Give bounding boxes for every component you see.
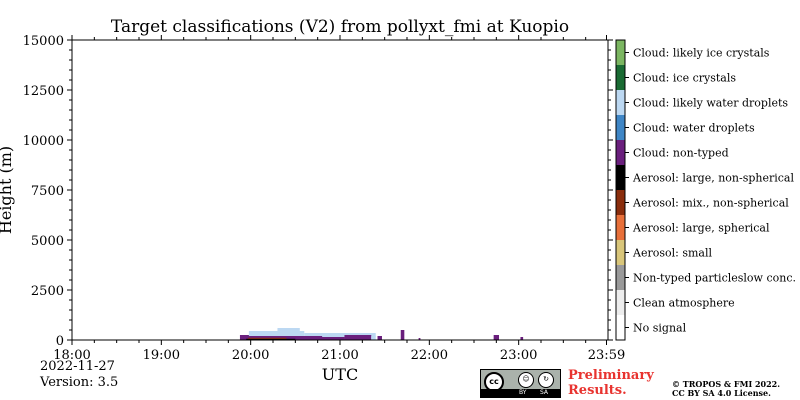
colorbar-swatch: [616, 315, 625, 340]
version-label: Version: 3.5: [40, 375, 119, 390]
classification-cell: [295, 337, 345, 340]
y-tick-label: 15000: [23, 34, 64, 49]
colorbar-label: No signal: [633, 322, 687, 335]
colorbar-swatch: [616, 190, 625, 215]
classification-cell: [277, 328, 300, 331]
colorbar-swatch: [616, 215, 625, 240]
copyright-line2: CC BY SA 4.0 License.: [672, 388, 771, 398]
colorbar-swatch: [616, 115, 625, 140]
classification-cell: [344, 335, 372, 340]
colorbar-label: Clean atmosphere: [633, 297, 735, 310]
cc-license-badge: cc ☺ ↻ BY SA: [480, 369, 561, 398]
colorbar-frame: [615, 39, 626, 341]
classification-cell: [304, 333, 376, 337]
badge-strip: [481, 389, 560, 397]
classification-cell: [246, 338, 300, 340]
y-tick-label: 0: [56, 334, 64, 349]
colorbar-label: Cloud: non-typed: [633, 147, 729, 160]
preliminary-line1: Preliminary: [568, 368, 654, 383]
classification-cell: [418, 338, 421, 340]
badge-sa-label: SA: [540, 389, 549, 396]
x-tick-label: 23:00: [500, 348, 537, 363]
cc-icon: cc: [484, 372, 504, 392]
colorbar-swatch: [616, 140, 625, 165]
colorbar-label: Cloud: likely water droplets: [633, 97, 788, 110]
x-tick-label: 18:00: [53, 348, 90, 363]
y-tick-label: 12500: [23, 84, 64, 99]
date-label: 2022-11-27: [40, 359, 115, 374]
classification-cell: [377, 336, 382, 340]
x-tick-label: 19:00: [143, 348, 180, 363]
classification-cell: [520, 337, 524, 340]
x-tick-label: 23:59: [588, 348, 625, 363]
chart-title: Target classifications (V2) from pollyxt…: [110, 17, 570, 37]
x-axis-label: UTC: [322, 365, 358, 384]
colorbar-swatch: [616, 265, 625, 290]
y-tick-label: 7500: [31, 184, 64, 199]
y-tick-label: 10000: [23, 134, 64, 149]
classification-cell: [371, 336, 376, 340]
classification-cell: [248, 331, 305, 336]
classification-cell: [247, 337, 287, 339]
colorbar-label: Aerosol: large, spherical: [632, 222, 770, 235]
colorbar-swatch: [616, 290, 625, 315]
colorbar-swatch: [616, 90, 625, 115]
colorbar-label: Cloud: ice crystals: [633, 72, 736, 85]
badge-by-label: BY: [519, 389, 527, 396]
plot-frame: [71, 39, 609, 341]
colorbar-label: Cloud: likely ice crystals: [633, 47, 770, 60]
share-alike-icon: ↻: [538, 372, 554, 388]
colorbar-swatch: [616, 165, 625, 190]
colorbar-label: Aerosol: small: [632, 247, 712, 260]
preliminary-notice: Preliminary Results.: [568, 368, 654, 398]
x-tick-label: 22:00: [411, 348, 448, 363]
preliminary-line2: Results.: [568, 383, 627, 398]
colorbar-swatch: [616, 240, 625, 265]
y-tick-label: 5000: [31, 234, 64, 249]
colorbar-label: Non-typed particleslow conc.: [633, 272, 796, 285]
attribution-icon: ☺: [518, 372, 534, 388]
colorbar-swatch: [616, 65, 625, 90]
colorbar-label: Aerosol: mix., non-spherical: [632, 197, 789, 210]
colorbar-label: Cloud: water droplets: [633, 122, 755, 135]
copyright-notice: © TROPOS & FMI 2022. CC BY SA 4.0 Licens…: [672, 380, 780, 398]
classification-cell: [493, 335, 500, 340]
y-tick-label: 2500: [31, 284, 64, 299]
x-tick-label: 21:00: [321, 348, 358, 363]
copyright-line1: © TROPOS & FMI 2022.: [672, 379, 781, 389]
x-tick-label: 20:00: [232, 348, 269, 363]
y-axis-label: Height (m): [0, 146, 15, 234]
colorbar-swatch: [616, 40, 625, 65]
colorbar-label: Aerosol: large, non-spherical: [632, 172, 794, 185]
classification-cell: [400, 330, 405, 340]
